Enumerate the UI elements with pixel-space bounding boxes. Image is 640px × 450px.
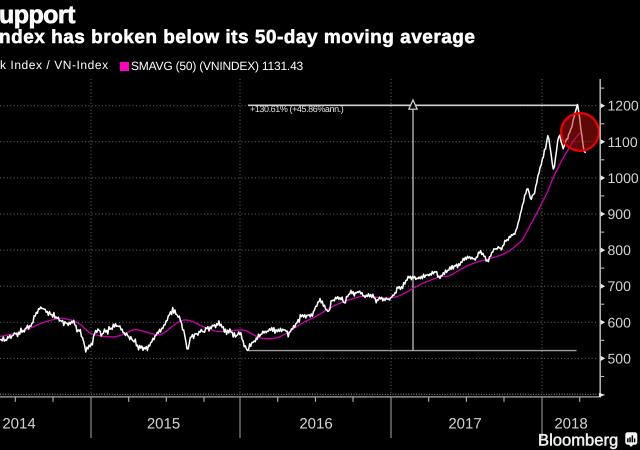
svg-text:2015: 2015 [147, 416, 180, 433]
svg-text:2018: 2018 [554, 416, 587, 433]
svg-text:900: 900 [608, 206, 632, 222]
svg-text:1100: 1100 [608, 134, 638, 150]
svg-text:2016: 2016 [299, 416, 332, 433]
svg-text:2017: 2017 [448, 416, 481, 433]
svg-text:1000: 1000 [608, 170, 639, 186]
svg-text:1200: 1200 [608, 98, 639, 114]
svg-text:+130.61% (+45.86%ann.): +130.61% (+45.86%ann.) [250, 104, 344, 114]
svg-text:2014: 2014 [2, 416, 35, 433]
svg-text:600: 600 [608, 314, 632, 330]
svg-text:Bloomberg: Bloomberg [538, 430, 618, 449]
svg-text:700: 700 [608, 278, 632, 294]
svg-text:500: 500 [608, 350, 632, 366]
svg-text:800: 800 [608, 242, 632, 258]
